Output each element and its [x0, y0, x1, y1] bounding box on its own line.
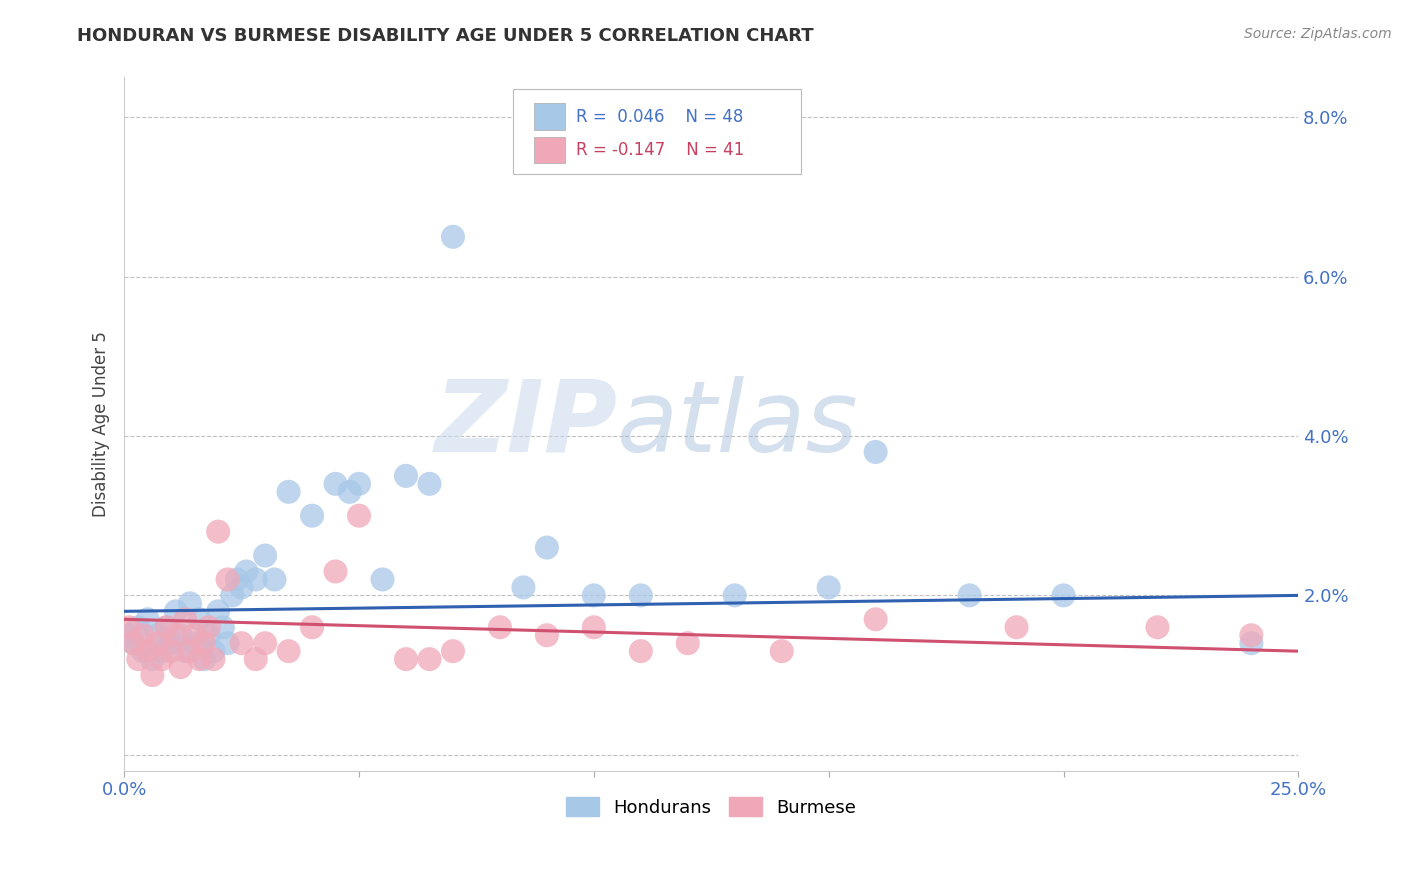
- Point: [418, 652, 440, 666]
- Point: [169, 628, 191, 642]
- Point: [217, 636, 239, 650]
- Point: [536, 541, 558, 555]
- Point: [245, 573, 267, 587]
- Point: [1240, 636, 1263, 650]
- Point: [207, 604, 229, 618]
- Point: [231, 636, 253, 650]
- Point: [160, 644, 183, 658]
- Point: [676, 636, 699, 650]
- Point: [169, 660, 191, 674]
- Point: [132, 644, 155, 658]
- Point: [207, 524, 229, 539]
- Point: [197, 628, 219, 642]
- Point: [118, 628, 141, 642]
- Point: [630, 588, 652, 602]
- Point: [211, 620, 233, 634]
- Point: [959, 588, 981, 602]
- Point: [174, 644, 197, 658]
- Point: [165, 628, 187, 642]
- Point: [1240, 628, 1263, 642]
- Point: [132, 628, 155, 642]
- Point: [512, 581, 534, 595]
- Point: [136, 644, 159, 658]
- Point: [277, 644, 299, 658]
- Point: [395, 652, 418, 666]
- Point: [582, 620, 605, 634]
- Point: [122, 636, 145, 650]
- Point: [277, 484, 299, 499]
- Point: [245, 652, 267, 666]
- Point: [301, 508, 323, 523]
- Point: [221, 588, 243, 602]
- Text: R =  0.046    N = 48: R = 0.046 N = 48: [576, 108, 744, 126]
- Point: [174, 612, 197, 626]
- Y-axis label: Disability Age Under 5: Disability Age Under 5: [93, 331, 110, 517]
- Point: [770, 644, 793, 658]
- Point: [630, 644, 652, 658]
- Point: [193, 652, 215, 666]
- Point: [141, 668, 163, 682]
- Point: [179, 644, 201, 658]
- Text: ZIP: ZIP: [434, 376, 617, 473]
- Point: [183, 628, 205, 642]
- Point: [1005, 620, 1028, 634]
- Point: [536, 628, 558, 642]
- Point: [202, 644, 225, 658]
- Point: [179, 596, 201, 610]
- Point: [254, 636, 277, 650]
- Point: [188, 612, 211, 626]
- Point: [1146, 620, 1168, 634]
- Point: [150, 652, 173, 666]
- Point: [193, 636, 215, 650]
- Point: [441, 644, 464, 658]
- Point: [160, 636, 183, 650]
- Point: [254, 549, 277, 563]
- Point: [231, 581, 253, 595]
- Point: [724, 588, 747, 602]
- Point: [371, 573, 394, 587]
- Point: [263, 573, 285, 587]
- Text: atlas: atlas: [617, 376, 859, 473]
- Point: [127, 620, 149, 634]
- Point: [582, 588, 605, 602]
- Point: [1052, 588, 1074, 602]
- Point: [165, 604, 187, 618]
- Point: [865, 612, 887, 626]
- Legend: Hondurans, Burmese: Hondurans, Burmese: [560, 790, 863, 824]
- Point: [136, 612, 159, 626]
- Point: [325, 565, 347, 579]
- Point: [155, 620, 177, 634]
- Point: [226, 573, 249, 587]
- Point: [325, 476, 347, 491]
- Point: [235, 565, 257, 579]
- Text: HONDURAN VS BURMESE DISABILITY AGE UNDER 5 CORRELATION CHART: HONDURAN VS BURMESE DISABILITY AGE UNDER…: [77, 27, 814, 45]
- Point: [141, 652, 163, 666]
- Text: Source: ZipAtlas.com: Source: ZipAtlas.com: [1244, 27, 1392, 41]
- Point: [347, 508, 370, 523]
- Point: [441, 229, 464, 244]
- Point: [395, 468, 418, 483]
- Point: [817, 581, 839, 595]
- Point: [489, 620, 512, 634]
- Point: [188, 652, 211, 666]
- Point: [347, 476, 370, 491]
- Point: [146, 628, 169, 642]
- Text: R = -0.147    N = 41: R = -0.147 N = 41: [576, 141, 745, 159]
- Point: [202, 652, 225, 666]
- Point: [217, 573, 239, 587]
- Point: [183, 636, 205, 650]
- Point: [301, 620, 323, 634]
- Point: [418, 476, 440, 491]
- Point: [122, 636, 145, 650]
- Point: [339, 484, 361, 499]
- Point: [197, 620, 219, 634]
- Point: [155, 620, 177, 634]
- Point: [127, 652, 149, 666]
- Point: [865, 445, 887, 459]
- Point: [118, 620, 141, 634]
- Point: [146, 636, 169, 650]
- Point: [150, 644, 173, 658]
